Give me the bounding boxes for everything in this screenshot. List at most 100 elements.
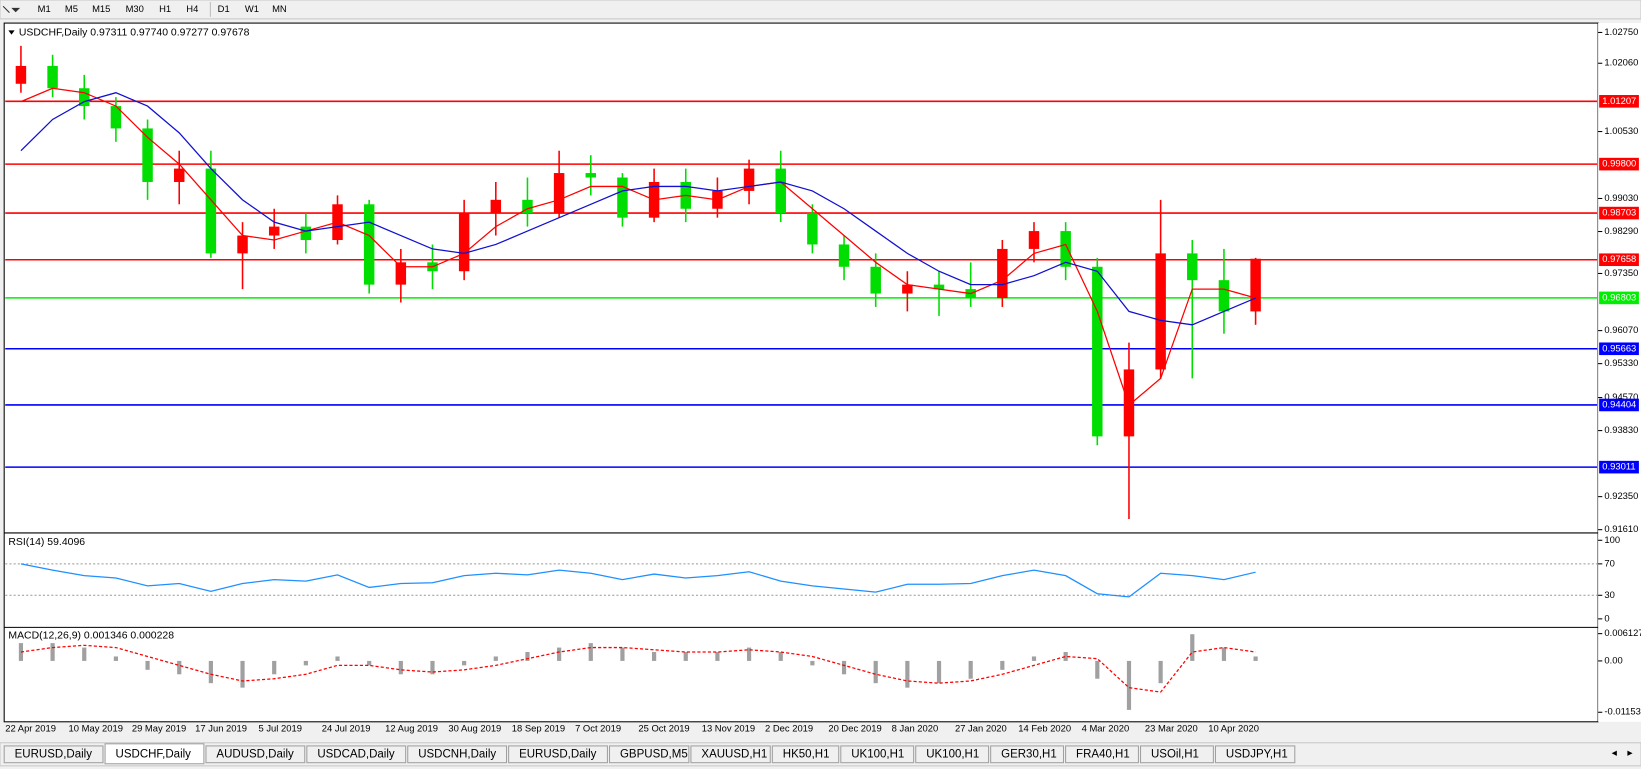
- candle-body: [173, 168, 185, 182]
- candle-body: [1028, 231, 1040, 249]
- level-label: 0.93011: [1602, 461, 1635, 472]
- tab[interactable]: [205, 745, 306, 764]
- x-tick-label: 2 Dec 2019: [765, 723, 813, 734]
- macd-histogram-bar: [398, 660, 403, 675]
- tab-label[interactable]: USDCHF,Daily: [116, 748, 192, 760]
- candle-body: [237, 235, 248, 254]
- tab[interactable]: [840, 745, 915, 764]
- tab-label[interactable]: AUDUSD,Daily: [216, 748, 294, 760]
- tab-label[interactable]: USDCNH,Daily: [418, 748, 496, 760]
- y-tick-label: -0.011531: [1604, 706, 1641, 717]
- candle-body: [110, 106, 122, 129]
- timeframe-button[interactable]: M1: [38, 3, 51, 14]
- timeframe-button[interactable]: H4: [186, 3, 198, 14]
- macd-histogram-bar: [113, 656, 118, 661]
- y-tick-label: 70: [1604, 557, 1614, 568]
- candle-body: [1123, 369, 1135, 437]
- tab-label[interactable]: HK50,H1: [783, 748, 830, 760]
- tab[interactable]: [1065, 745, 1139, 764]
- tab-label[interactable]: USOil,H1: [1151, 748, 1199, 760]
- timeframe-button[interactable]: H1: [159, 3, 171, 14]
- tab-label[interactable]: USDCAD,Daily: [317, 748, 395, 760]
- toolbar-icon[interactable]: [2, 5, 21, 13]
- macd-histogram-bar: [1221, 647, 1227, 661]
- chart-header: USDCHF,Daily 0.97311 0.97740 0.97277 0.9…: [19, 27, 250, 38]
- candle-body: [1218, 280, 1230, 312]
- timeframe-button[interactable]: M15: [92, 3, 110, 14]
- x-tick-label: 24 Jul 2019: [322, 723, 371, 734]
- tab-label[interactable]: XAUUSD,H1: [701, 748, 767, 760]
- tab[interactable]: [508, 745, 608, 764]
- y-tick-label: 0: [1604, 612, 1609, 623]
- x-tick-label: 5 Jul 2019: [258, 723, 301, 734]
- tab-label[interactable]: EURUSD,Daily: [519, 748, 597, 760]
- y-tick-label: 0.94570: [1604, 391, 1638, 402]
- level-label: 0.98703: [1602, 207, 1636, 218]
- macd-label: MACD(12,26,9) 0.001346 0.000228: [8, 631, 174, 642]
- level-label: 1.01207: [1602, 95, 1636, 106]
- tab[interactable]: [104, 743, 205, 765]
- tab-label[interactable]: USDJPY,H1: [1226, 748, 1288, 760]
- tab-scroll-right[interactable]: ▸: [1627, 748, 1632, 759]
- tab[interactable]: [608, 745, 690, 764]
- timeframe-button[interactable]: MN: [272, 3, 287, 14]
- macd-histogram-bar: [841, 660, 847, 675]
- level-label: 0.99800: [1602, 158, 1636, 169]
- timeframe-button[interactable]: M5: [65, 3, 78, 14]
- candle-body: [743, 168, 755, 191]
- macd-histogram-bar: [620, 647, 625, 661]
- tab[interactable]: [1214, 745, 1296, 764]
- candle-body: [142, 128, 153, 182]
- y-tick-label: 0.92350: [1604, 490, 1638, 501]
- timeframe-button[interactable]: M30: [126, 3, 144, 14]
- macd-histogram-bar: [1158, 660, 1163, 684]
- level-label: 0.97658: [1602, 253, 1636, 264]
- macd-histogram-bar: [1063, 652, 1068, 661]
- header-arrow[interactable]: [8, 30, 15, 35]
- y-tick-label: 0.95330: [1604, 357, 1638, 368]
- tab-scroll-left[interactable]: ◂: [1612, 748, 1617, 759]
- chart-area: [3, 22, 1599, 723]
- candle-body: [1092, 266, 1103, 437]
- tab-label[interactable]: FRA40,H1: [1076, 748, 1130, 760]
- macd-histogram-bar: [1190, 634, 1195, 661]
- macd-histogram-bar: [968, 660, 973, 679]
- tab[interactable]: [771, 745, 840, 764]
- tab[interactable]: [915, 745, 990, 764]
- tab-label[interactable]: EURUSD,Daily: [15, 748, 93, 760]
- tab[interactable]: [407, 745, 508, 764]
- macd-histogram-bar: [82, 647, 87, 661]
- macd-histogram-bar: [1000, 660, 1005, 670]
- y-tick-label: 100: [1604, 534, 1620, 545]
- candle-body: [933, 284, 945, 290]
- candle-body: [15, 65, 27, 84]
- x-tick-label: 8 Jan 2020: [892, 723, 939, 734]
- tab-label[interactable]: UK100,H1: [926, 748, 979, 760]
- macd-histogram-bar: [493, 656, 498, 661]
- macd-histogram-bar: [462, 660, 467, 666]
- timeframe-button[interactable]: W1: [245, 3, 259, 14]
- level-label-box: [1599, 206, 1639, 220]
- macd-histogram-bar: [1031, 656, 1037, 661]
- tab-label[interactable]: GBPUSD,M5: [620, 748, 688, 760]
- tab-label[interactable]: UK100,H1: [851, 748, 904, 760]
- macd-histogram-bar: [367, 660, 372, 666]
- macd-histogram-bar: [715, 652, 720, 661]
- tab[interactable]: [3, 745, 104, 764]
- tab[interactable]: [1140, 745, 1214, 764]
- candle-body: [838, 244, 850, 267]
- candle-body: [807, 213, 818, 245]
- tab[interactable]: [690, 745, 771, 764]
- level-label-box: [1599, 253, 1639, 267]
- toolbar: [0, 0, 1641, 20]
- tab[interactable]: [306, 745, 407, 764]
- timeframe-button[interactable]: D1: [218, 3, 230, 14]
- tab-label[interactable]: GER30,H1: [1001, 748, 1057, 760]
- tab[interactable]: [990, 745, 1065, 764]
- candle-body: [902, 284, 913, 294]
- y-tick-label: 0.006127: [1604, 627, 1641, 638]
- x-tick-label: 23 Mar 2020: [1145, 723, 1198, 734]
- candle-body: [458, 213, 470, 272]
